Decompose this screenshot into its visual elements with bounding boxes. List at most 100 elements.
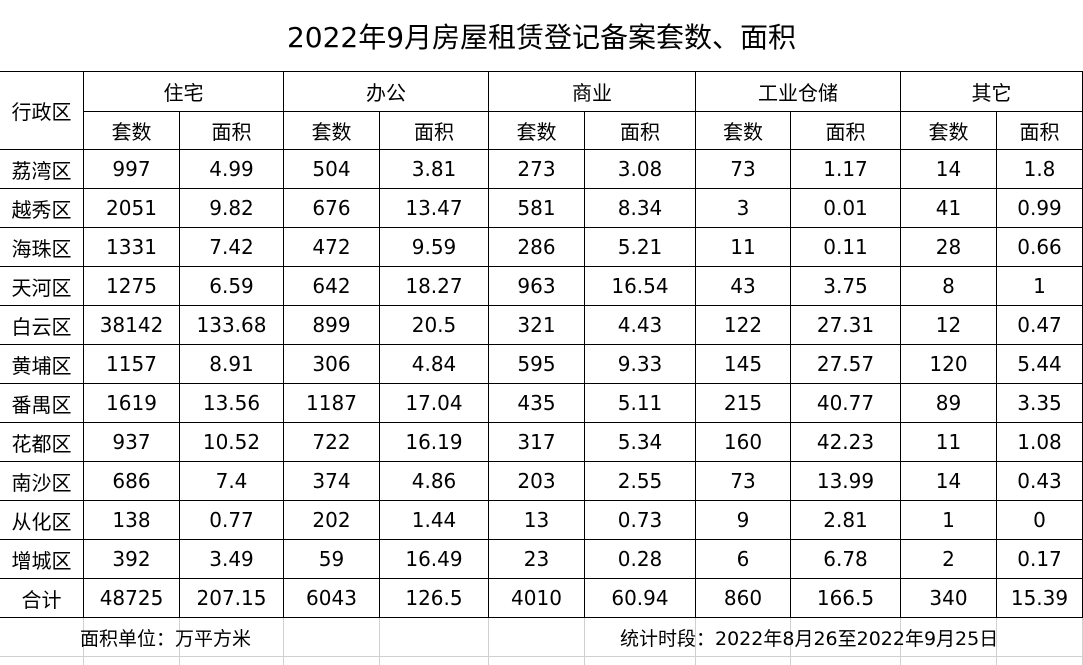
value-cell: 0.11 (791, 228, 901, 267)
region-cell: 从化区 (0, 501, 84, 540)
value-cell: 9 (696, 501, 791, 540)
group-header: 其它 (901, 72, 1083, 112)
column-header: 套数 (489, 112, 585, 150)
value-cell: 215 (696, 384, 791, 423)
grid-cell (489, 657, 585, 665)
value-cell: 13.47 (380, 189, 489, 228)
value-cell: 122 (696, 306, 791, 345)
value-cell: 997 (84, 150, 180, 189)
value-cell: 14 (901, 462, 997, 501)
value-cell: 2051 (84, 189, 180, 228)
grid-cell (997, 657, 1083, 665)
value-cell: 0.43 (997, 462, 1083, 501)
column-header: 面积 (180, 112, 284, 150)
value-cell: 4.43 (585, 306, 696, 345)
column-header: 套数 (84, 112, 180, 150)
value-cell: 0.77 (180, 501, 284, 540)
value-cell: 0 (997, 501, 1083, 540)
region-cell: 番禺区 (0, 384, 84, 423)
value-cell: 1331 (84, 228, 180, 267)
value-cell: 48725 (84, 579, 180, 618)
value-cell: 0.66 (997, 228, 1083, 267)
value-cell: 4.84 (380, 345, 489, 384)
value-cell: 317 (489, 423, 585, 462)
value-cell: 9.59 (380, 228, 489, 267)
value-cell: 937 (84, 423, 180, 462)
value-cell: 5.34 (585, 423, 696, 462)
value-cell: 40.77 (791, 384, 901, 423)
value-cell: 1.8 (997, 150, 1083, 189)
value-cell: 899 (284, 306, 380, 345)
grid-cell (180, 618, 284, 657)
value-cell: 9.33 (585, 345, 696, 384)
value-cell: 17.04 (380, 384, 489, 423)
region-cell: 天河区 (0, 267, 84, 306)
value-cell: 133.68 (180, 306, 284, 345)
grid-cell (0, 657, 84, 665)
value-cell: 7.42 (180, 228, 284, 267)
value-cell: 581 (489, 189, 585, 228)
region-cell: 花都区 (0, 423, 84, 462)
value-cell: 15.39 (997, 579, 1083, 618)
value-cell: 1.17 (791, 150, 901, 189)
value-cell: 5.21 (585, 228, 696, 267)
value-cell: 27.31 (791, 306, 901, 345)
grid-cell (791, 618, 901, 657)
column-header: 套数 (696, 112, 791, 150)
value-cell: 7.4 (180, 462, 284, 501)
grid-cell (380, 657, 489, 665)
region-cell: 增城区 (0, 540, 84, 579)
value-cell: 126.5 (380, 579, 489, 618)
value-cell: 3.49 (180, 540, 284, 579)
value-cell: 642 (284, 267, 380, 306)
value-cell: 16.54 (585, 267, 696, 306)
value-cell: 4.99 (180, 150, 284, 189)
group-header: 工业仓储 (696, 72, 901, 112)
grid-cell (585, 657, 696, 665)
value-cell: 1 (901, 501, 997, 540)
value-cell: 42.23 (791, 423, 901, 462)
value-cell: 963 (489, 267, 585, 306)
value-cell: 0.73 (585, 501, 696, 540)
value-cell: 1157 (84, 345, 180, 384)
value-cell: 3.81 (380, 150, 489, 189)
grid-cell (284, 618, 380, 657)
value-cell: 11 (901, 423, 997, 462)
grid-cell (696, 657, 791, 665)
value-cell: 3.35 (997, 384, 1083, 423)
grid-cell (380, 618, 489, 657)
value-cell: 8.34 (585, 189, 696, 228)
value-cell: 73 (696, 462, 791, 501)
value-cell: 18.27 (380, 267, 489, 306)
value-cell: 27.57 (791, 345, 901, 384)
value-cell: 43 (696, 267, 791, 306)
value-cell: 3 (696, 189, 791, 228)
group-header: 办公 (284, 72, 489, 112)
column-header: 套数 (284, 112, 380, 150)
region-cell: 合计 (0, 579, 84, 618)
value-cell: 13.56 (180, 384, 284, 423)
grid-cell (0, 618, 84, 657)
value-cell: 8 (901, 267, 997, 306)
value-cell: 23 (489, 540, 585, 579)
region-cell: 白云区 (0, 306, 84, 345)
value-cell: 472 (284, 228, 380, 267)
value-cell: 321 (489, 306, 585, 345)
value-cell: 0.99 (997, 189, 1083, 228)
value-cell: 273 (489, 150, 585, 189)
column-header: 面积 (791, 112, 901, 150)
value-cell: 3.75 (791, 267, 901, 306)
value-cell: 6.78 (791, 540, 901, 579)
value-cell: 5.11 (585, 384, 696, 423)
value-cell: 0.01 (791, 189, 901, 228)
value-cell: 10.52 (180, 423, 284, 462)
region-cell: 越秀区 (0, 189, 84, 228)
value-cell: 13.99 (791, 462, 901, 501)
value-cell: 11 (696, 228, 791, 267)
region-cell: 南沙区 (0, 462, 84, 501)
value-cell: 2 (901, 540, 997, 579)
value-cell: 0.47 (997, 306, 1083, 345)
value-cell: 860 (696, 579, 791, 618)
value-cell: 59 (284, 540, 380, 579)
value-cell: 13 (489, 501, 585, 540)
